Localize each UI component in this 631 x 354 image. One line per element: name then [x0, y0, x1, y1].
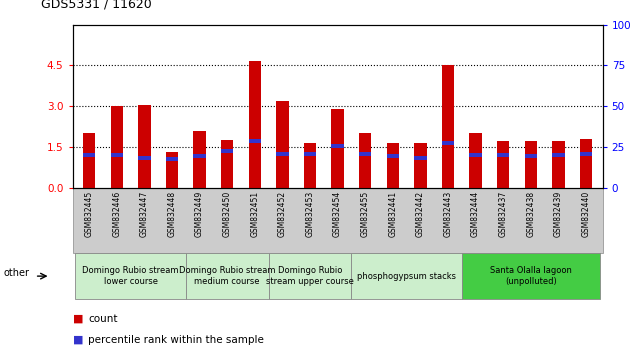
Bar	[221, 140, 233, 188]
Text: GDS5331 / 11620: GDS5331 / 11620	[41, 0, 152, 11]
Bar	[193, 131, 206, 188]
Bar	[331, 143, 344, 148]
Bar	[497, 142, 509, 188]
Text: Domingo Rubio stream
medium course: Domingo Rubio stream medium course	[179, 267, 275, 286]
Bar	[414, 156, 427, 160]
Bar	[304, 143, 316, 188]
Bar	[110, 153, 123, 157]
Bar	[193, 154, 206, 159]
Bar	[442, 65, 454, 188]
Bar	[83, 153, 95, 157]
Bar	[276, 101, 288, 188]
Bar	[276, 152, 288, 156]
Bar	[580, 152, 593, 156]
Bar	[138, 105, 151, 188]
Bar	[580, 139, 593, 188]
Text: percentile rank within the sample: percentile rank within the sample	[88, 335, 264, 345]
Text: phosphogypsum stacks: phosphogypsum stacks	[357, 272, 456, 281]
Bar	[552, 153, 565, 157]
Text: Domingo Rubio
stream upper course: Domingo Rubio stream upper course	[266, 267, 354, 286]
Bar	[469, 133, 482, 188]
Bar	[166, 157, 178, 161]
Text: ■: ■	[73, 314, 83, 324]
Text: count: count	[88, 314, 118, 324]
Bar	[442, 141, 454, 145]
Bar	[387, 143, 399, 188]
Bar	[469, 153, 482, 157]
Text: other: other	[3, 268, 29, 278]
Text: Santa Olalla lagoon
(unpolluted): Santa Olalla lagoon (unpolluted)	[490, 267, 572, 286]
Bar	[110, 106, 123, 188]
Text: ■: ■	[73, 335, 83, 345]
Bar	[524, 154, 537, 159]
Bar	[387, 154, 399, 159]
Bar	[414, 143, 427, 188]
Bar	[166, 152, 178, 188]
Bar	[249, 62, 261, 188]
Bar	[331, 109, 344, 188]
Bar	[497, 153, 509, 157]
Bar	[524, 142, 537, 188]
Text: Domingo Rubio stream
lower course: Domingo Rubio stream lower course	[82, 267, 179, 286]
Bar	[359, 133, 372, 188]
Bar	[359, 152, 372, 156]
Bar	[552, 142, 565, 188]
Bar	[249, 139, 261, 143]
Bar	[138, 156, 151, 160]
Bar	[221, 149, 233, 153]
Bar	[304, 152, 316, 156]
Bar	[83, 133, 95, 188]
